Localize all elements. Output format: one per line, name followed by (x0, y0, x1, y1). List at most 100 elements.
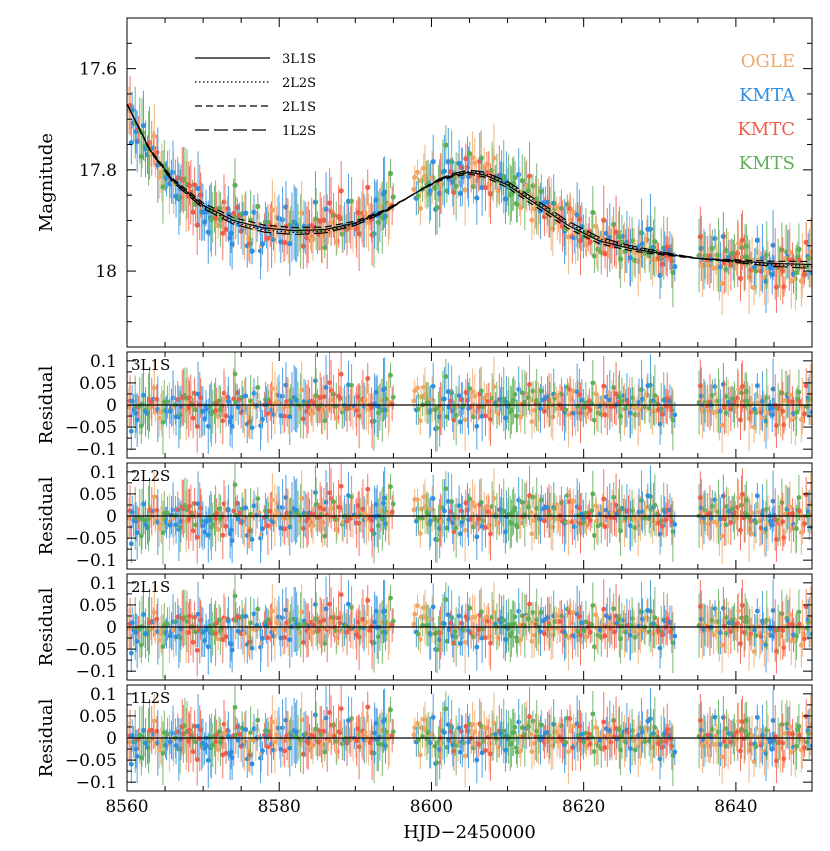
y-tick-label: 18 (95, 262, 117, 282)
residual-point (269, 584, 275, 638)
residual-point (223, 405, 229, 427)
residual-points (127, 352, 812, 455)
residual-point (346, 580, 351, 629)
residual-point (322, 526, 328, 546)
residual-point (640, 378, 645, 421)
residual-point (146, 485, 151, 552)
residual-point (220, 511, 226, 560)
residual-point (720, 474, 726, 518)
residual-point (243, 488, 249, 527)
residual-point (457, 740, 463, 764)
residual-point (670, 389, 676, 451)
residual-point (265, 717, 271, 777)
data-point (434, 180, 440, 235)
residual-point (780, 713, 786, 773)
residual-point (474, 402, 480, 450)
residual-point (459, 606, 464, 641)
residual-point (481, 731, 487, 752)
data-point (613, 195, 619, 269)
data-point (213, 180, 219, 256)
data-point (738, 213, 745, 282)
residual-point (640, 598, 645, 640)
residual-point (590, 582, 596, 629)
data-point (423, 161, 429, 198)
residual-point (390, 608, 396, 634)
residual-point (457, 521, 463, 546)
data-point (232, 158, 238, 213)
residual-point (415, 594, 420, 617)
residual-point (465, 592, 470, 647)
y-tick-label: −0.1 (76, 551, 117, 571)
residual-point (616, 375, 622, 420)
data-point (482, 164, 489, 211)
residual-point (456, 707, 462, 749)
residual-point (457, 631, 463, 656)
data-point (664, 217, 670, 277)
residual-point (652, 696, 658, 759)
residual-point (802, 404, 807, 424)
residual-point (571, 489, 576, 514)
residual-point (195, 581, 201, 647)
data-point (462, 153, 468, 226)
dataset-legend: OGLE KMTA KMTC KMTS (737, 51, 796, 174)
residual-point (483, 617, 488, 659)
residual-point (462, 498, 468, 562)
residual-point (465, 703, 470, 759)
residual-point (802, 514, 807, 534)
residual-point (808, 586, 812, 648)
residual-point (491, 468, 497, 529)
residual-point (739, 468, 745, 521)
residual-point (563, 387, 569, 433)
residual-point (780, 601, 786, 660)
residual-point (333, 382, 339, 430)
residual-point (590, 359, 596, 407)
residual-point (128, 412, 134, 451)
model-legend: 3L1S 2L2S 2L1S 1L2S (195, 52, 316, 139)
residual-point (488, 616, 493, 670)
residual-point (749, 492, 755, 534)
data-point (259, 233, 266, 255)
y-tick-label: 0.05 (79, 596, 117, 616)
residual-point (142, 506, 148, 535)
legend-label: 3L1S (282, 52, 316, 67)
residual-point (483, 730, 488, 771)
residual-point (276, 596, 282, 638)
residual-point (313, 577, 318, 632)
residual-point (313, 465, 318, 520)
model-curve-2l1s (127, 103, 812, 263)
residual-point (200, 386, 206, 436)
residual-point (356, 714, 362, 780)
residual-point (260, 629, 265, 648)
residual-point (443, 359, 449, 395)
data-point (155, 127, 161, 203)
residual-point (195, 693, 201, 759)
y-tick-label: 0 (106, 507, 117, 527)
residual-point (746, 605, 752, 671)
residual-point (382, 688, 388, 751)
residual-point (151, 360, 157, 416)
residual-point (462, 724, 468, 788)
residual-point (467, 597, 473, 619)
residual-point (260, 409, 265, 429)
residual-point (538, 607, 543, 657)
data-point (736, 222, 742, 264)
residual-point (527, 686, 532, 747)
residual-point (365, 362, 371, 395)
data-point (781, 276, 787, 297)
residual-point (280, 699, 285, 757)
residual-point (243, 597, 249, 636)
residual-point (751, 635, 757, 668)
residual-point (658, 494, 664, 547)
data-point (414, 159, 421, 185)
residual-point (232, 352, 238, 398)
residual-point (151, 693, 157, 749)
residual-point (481, 618, 487, 640)
data-point (591, 238, 598, 273)
residual-point (552, 493, 558, 524)
residual-point (670, 725, 676, 787)
residual-point (134, 614, 140, 669)
residual-point (749, 715, 755, 756)
residual-point (652, 364, 658, 427)
residual-point (356, 490, 362, 556)
